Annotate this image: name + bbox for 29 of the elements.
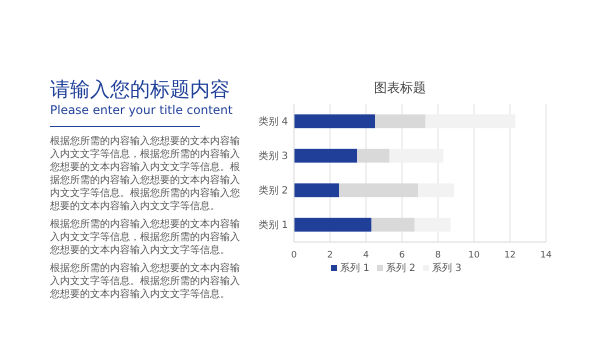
bar <box>418 183 454 198</box>
y-tick-label: 类别 3 <box>258 150 288 162</box>
bar <box>425 114 516 128</box>
text: 根据您所需的内容输入您想要的文本内容输入内文文字等信息，根据您所需的内容输入您想要的文本内容输入内文文字等信息。根据您所需的内容输入您想要的文本内容输入内文文字等信息。根据您所需的内容输入您想要的文本内容输入内文文字等信息。 <box>50 135 241 213</box>
bar <box>414 218 451 232</box>
x-tick-label: 12 <box>504 250 516 260</box>
x-tick-label: 14 <box>540 250 552 260</box>
x-tick-label: 4 <box>363 250 370 260</box>
x-tick-label: 0 <box>291 250 298 260</box>
bar <box>294 114 375 128</box>
x-tick-label: 2 <box>327 250 333 260</box>
bar <box>294 183 339 198</box>
x-tick-label: 10 <box>468 250 480 260</box>
text: Please enter your title content <box>50 102 234 118</box>
legend-label: 系列 1 <box>340 262 370 274</box>
y-tick-label: 类别 2 <box>258 184 288 196</box>
x-tick-label: 8 <box>435 250 442 260</box>
text: 根据您所需的内容输入您想要的文本内容输入内文文字等信息，根据您所需的内容输入您想要的文本内容输入内文文字等信息。 <box>50 218 241 257</box>
bar <box>294 218 372 232</box>
chart-title: 图表标题 <box>374 81 426 96</box>
x-tick-label: 6 <box>399 250 406 260</box>
legend-label: 系列 2 <box>386 262 416 274</box>
text: 根据您所需的内容输入您想要的文本内容输入内文文字等信息。根据您所需的内容输入您想要的文本内容输入内文文字等信息。 <box>50 262 241 301</box>
bar <box>294 148 357 163</box>
text: 请输入您的标题内容 <box>50 76 231 102</box>
y-tick-label: 类别 1 <box>258 218 288 231</box>
bar <box>389 148 444 163</box>
y-tick-label: 类别 4 <box>258 115 288 128</box>
legend-label: 系列 3 <box>432 262 462 274</box>
